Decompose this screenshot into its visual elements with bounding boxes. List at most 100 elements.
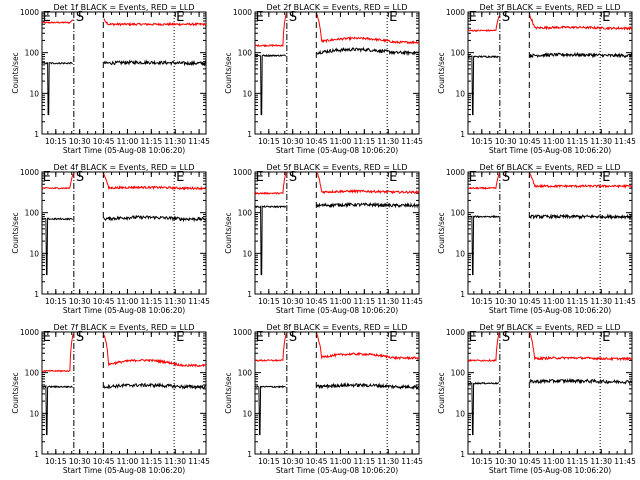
events-series-line: [103, 382, 206, 391]
x-tick-label: 11:00: [117, 297, 139, 306]
y-axis-label: Counts/sec: [437, 212, 446, 253]
x-tick-label: 11:30: [164, 457, 186, 466]
x-axis-label: Start Time (05-Aug-08 10:06:20): [63, 466, 185, 475]
lld-series-line: [316, 171, 420, 195]
panel-det-4: Det 4f BLACK = Events, RED = LLD 1 10 100 10…: [11, 163, 210, 315]
events-series-line: [529, 213, 633, 221]
marker-s-label: S: [502, 10, 510, 25]
events-series-line: [467, 214, 500, 276]
x-tick-label: 10:30: [69, 137, 91, 146]
y-tick-label: 10: [29, 89, 39, 98]
y-tick-label: 1000: [233, 8, 252, 17]
x-tick-label: 11:30: [590, 457, 612, 466]
marker-e-label: E: [176, 170, 184, 185]
x-axis-label: Start Time (05-Aug-08 10:06:20): [63, 146, 185, 155]
panel-title: Det 6f BLACK = Events, RED = LLD: [479, 163, 620, 172]
y-tick-label: 100: [25, 49, 40, 58]
x-tick-label: 11:45: [188, 297, 210, 306]
y-tick-label: 100: [451, 369, 466, 378]
y-tick-label: 10: [455, 409, 465, 418]
x-tick-label: 10:30: [495, 137, 517, 146]
y-tick-label: 10: [455, 249, 465, 258]
x-tick-label: 11:45: [401, 457, 423, 466]
events-series-line: [103, 214, 207, 223]
marker-start-label: E: [43, 330, 51, 345]
panel-det-8: Det 8f BLACK = Events, RED = LLD 1 10 100 10…: [224, 323, 423, 475]
panel-title: Det 8f BLACK = Events, RED = LLD: [266, 323, 407, 332]
events-series-line: [316, 382, 419, 390]
x-tick-label: 11:30: [164, 137, 186, 146]
marker-start-label: E: [256, 10, 264, 25]
events-series-line: [41, 384, 73, 436]
x-tick-label: 10:30: [282, 137, 304, 146]
lld-series-line: [103, 334, 207, 368]
x-tick-label: 11:45: [401, 137, 423, 146]
lld-series-line: [255, 13, 287, 48]
marker-s-label: S: [289, 170, 297, 185]
y-tick-label: 10: [242, 89, 252, 98]
panel-title: Det 1f BLACK = Events, RED = LLD: [53, 3, 194, 12]
plot-frame: [254, 11, 420, 135]
lld-series-line: [41, 333, 74, 373]
y-axis-label: Counts/sec: [11, 372, 20, 413]
events-series-line: [529, 51, 633, 59]
x-axis-label: Start Time (05-Aug-08 10:06:20): [276, 146, 398, 155]
y-axis-label: Counts/sec: [437, 52, 446, 93]
marker-e-label: E: [389, 170, 397, 185]
panel-det-6: Det 6f BLACK = Events, RED = LLD 1 10 100 10…: [437, 163, 636, 315]
x-axis-label: Start Time (05-Aug-08 10:06:20): [63, 306, 185, 315]
plot-frame: [467, 331, 633, 455]
events-series-line: [41, 61, 73, 116]
x-axis-label: Start Time (05-Aug-08 10:06:20): [489, 146, 611, 155]
marker-s-label: S: [289, 10, 297, 25]
y-tick-label: 100: [451, 209, 466, 218]
y-tick-label: 1: [247, 130, 252, 139]
x-tick-label: 10:15: [258, 457, 280, 466]
x-tick-label: 10:15: [258, 137, 280, 146]
marker-s-label: S: [76, 170, 84, 185]
events-series-line: [103, 59, 207, 67]
x-tick-label: 10:15: [471, 457, 493, 466]
lld-series-line: [467, 173, 500, 190]
marker-start-label: E: [43, 10, 51, 25]
lld-series-line: [529, 331, 632, 362]
plot-frame: [254, 331, 420, 455]
y-tick-label: 1: [460, 450, 465, 459]
lld-series-line: [529, 173, 633, 189]
x-tick-label: 11:45: [188, 137, 210, 146]
x-tick-label: 11:45: [614, 457, 636, 466]
x-tick-label: 10:30: [69, 457, 91, 466]
y-tick-label: 100: [451, 49, 466, 58]
x-tick-label: 11:15: [354, 137, 376, 146]
y-axis-label: Counts/sec: [224, 52, 233, 93]
x-tick-label: 11:45: [188, 457, 210, 466]
x-tick-label: 10:45: [93, 457, 115, 466]
lld-series-line: [467, 332, 500, 362]
x-tick-label: 11:30: [377, 137, 399, 146]
panel-det-5: Det 5f BLACK = Events, RED = LLD 1 10 100 10…: [224, 163, 423, 315]
panel-title: Det 5f BLACK = Events, RED = LLD: [266, 163, 407, 172]
events-series-line: [467, 381, 499, 436]
x-tick-label: 10:30: [495, 297, 517, 306]
x-axis-label: Start Time (05-Aug-08 10:06:20): [276, 306, 398, 315]
y-axis-label: Counts/sec: [11, 52, 20, 93]
x-tick-label: 11:15: [567, 297, 589, 306]
marker-e-label: E: [602, 170, 610, 185]
marker-start-label: E: [469, 170, 477, 185]
marker-e-label: E: [389, 330, 397, 345]
x-tick-label: 11:30: [164, 297, 186, 306]
x-axis-label: Start Time (05-Aug-08 10:06:20): [489, 466, 611, 475]
x-tick-label: 10:30: [495, 457, 517, 466]
events-series-line: [316, 46, 419, 57]
x-tick-label: 10:45: [519, 457, 541, 466]
x-axis-label: Start Time (05-Aug-08 10:06:20): [276, 466, 398, 475]
lld-series-line: [254, 333, 287, 362]
panel-title: Det 3f BLACK = Events, RED = LLD: [479, 3, 620, 12]
y-tick-label: 1: [34, 130, 39, 139]
y-tick-label: 100: [238, 369, 253, 378]
y-tick-label: 1000: [20, 328, 39, 337]
x-tick-label: 10:30: [282, 457, 304, 466]
y-tick-label: 1000: [20, 8, 39, 17]
panel-title: Det 2f BLACK = Events, RED = LLD: [266, 3, 407, 12]
